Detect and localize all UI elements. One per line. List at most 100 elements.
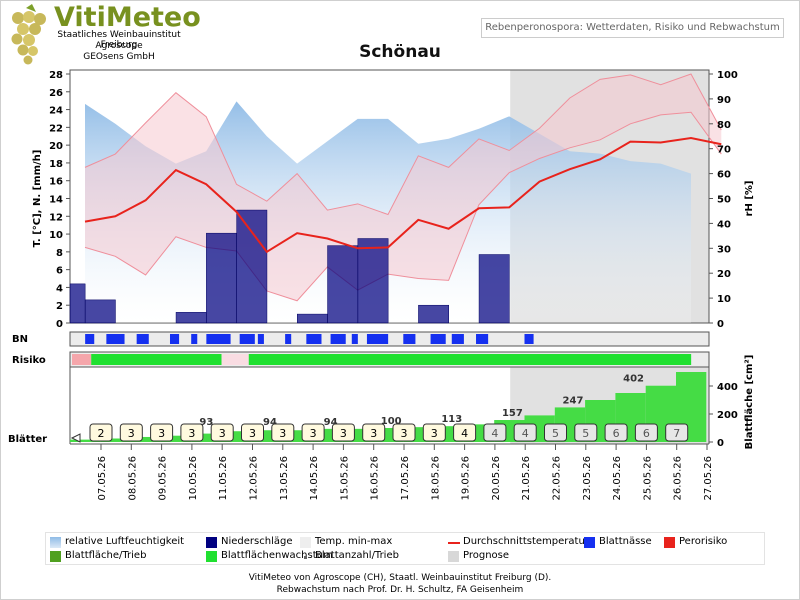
risk-segment-3: [248, 354, 692, 365]
leaf-tick-label: 0: [717, 438, 724, 449]
leaf-area-label: 94: [324, 417, 338, 428]
legend-swatch: [50, 551, 61, 562]
leaf-count-value: 2: [98, 427, 105, 440]
legend-label: Perorisiko: [679, 536, 728, 547]
leaf-count-value: 3: [158, 427, 165, 440]
legend-label: Durchschnittstemperatur: [463, 536, 589, 547]
legend-label: Blattnässe: [599, 536, 652, 547]
bn-leaf-wetness-5: [206, 334, 231, 344]
left-arrow-icon: [70, 433, 81, 443]
left-tick-label: 14: [49, 195, 63, 206]
date-label: 27.05.26: [703, 456, 714, 501]
precip-bar-6: [327, 245, 359, 324]
left-tick-label: 18: [49, 159, 63, 170]
date-label: 26.05.26: [673, 456, 684, 501]
leaf-count-box-1: [119, 423, 143, 442]
logo-line-3: GEOsens GmbH: [83, 52, 155, 62]
leaf-area-label: 157: [502, 408, 523, 419]
left-tick-label: 10: [49, 230, 63, 241]
leaf-tick-label: 400: [717, 382, 738, 393]
legend-swatch: [448, 542, 460, 544]
header-subtitle: Rebenperonospora: Wetterdaten, Risiko un…: [481, 18, 784, 38]
legend-label: Blattfläche/Trieb: [65, 550, 147, 561]
legend-label: relative Luftfeuchtigkeit: [65, 536, 185, 547]
leaf-count-value: 5: [582, 427, 589, 440]
risk-segment-0: [72, 354, 92, 365]
leaf-count-value: 3: [401, 427, 408, 440]
leaf-axis-label: Blattfläche [cm²]: [744, 355, 755, 450]
precip-bar-1: [84, 299, 116, 324]
left-tick-label: 24: [49, 106, 63, 117]
logo-line-1: Staatliches Weinbauinstitut Freiburg: [57, 30, 181, 50]
leaf-count-value: 3: [431, 427, 438, 440]
leaf-area-bar-3: [160, 435, 192, 442]
leaf-area-label: 93: [199, 417, 213, 428]
date-label: 25.05.26: [642, 456, 653, 501]
leaf-count-box-15: [544, 423, 567, 442]
leaf-count-box-12: [453, 423, 477, 442]
bn-leaf-wetness-0: [85, 334, 95, 344]
leaf-count-value: 4: [522, 427, 529, 440]
mean-temp-line: [84, 137, 722, 254]
bn-leaf-wetness-9: [306, 334, 322, 344]
date-label: 18.05.26: [430, 456, 441, 501]
left-tick-label: 26: [49, 88, 63, 99]
leaf-count-value: 7: [673, 427, 680, 440]
legend-label: Blattflächenwachstum: [221, 550, 333, 561]
leaf-count-box-14: [513, 423, 537, 442]
precip-bar-8: [418, 304, 450, 324]
right-tick-label: 80: [717, 120, 731, 131]
leaf-count-value: 3: [128, 427, 135, 440]
precip-bar-2: [175, 312, 207, 324]
legend-swatch: [206, 551, 217, 562]
date-label: 10.05.26: [188, 456, 199, 501]
left-tick-label: 22: [49, 123, 63, 134]
bn-leaf-wetness-13: [403, 334, 416, 344]
left-tick-label: 6: [56, 266, 63, 277]
risk-segment-1: [91, 354, 222, 365]
footer-line-1: VitiMeteo von Agroscope (CH), Staatl. We…: [248, 573, 552, 583]
legend-swatch: [50, 537, 61, 548]
leaf-count-value: 4: [461, 427, 468, 440]
right-tick-label: 30: [717, 244, 731, 255]
precip-bar-9: [478, 254, 510, 324]
left-tick-label: 0: [56, 319, 63, 330]
precip-bar-3: [206, 232, 237, 324]
leaf-count-value: 3: [340, 427, 347, 440]
risk-row-label: Risiko: [12, 355, 46, 366]
leaf-area-bar-2: [130, 436, 161, 442]
date-label: 17.05.26: [400, 456, 411, 501]
left-tick-label: 2: [56, 301, 63, 312]
left-tick-label: 12: [49, 212, 63, 223]
date-label: 12.05.26: [249, 456, 260, 501]
date-label: 20.05.26: [491, 456, 502, 501]
date-label: 16.05.26: [370, 456, 381, 501]
leaf-count-box-17: [604, 423, 628, 442]
bn-leaf-wetness-7: [257, 334, 264, 344]
legend-swatch: [206, 537, 217, 548]
leaf-tick-label: 200: [717, 410, 738, 421]
leaf-count-box-19: [665, 423, 689, 442]
date-label: 09.05.26: [158, 456, 169, 501]
left-axis-label: T. [°C], N. [mm/h]: [32, 150, 43, 248]
date-label: 07.05.26: [97, 456, 108, 501]
right-axis-label: rH [%]: [744, 181, 755, 217]
temp-max-line: [84, 73, 722, 216]
leaves-row-label: Blätter: [8, 434, 47, 445]
grape-icon: [11, 4, 46, 65]
left-tick-label: 8: [56, 248, 63, 259]
leaf-count-value: 3: [279, 427, 286, 440]
chart-title: Schönau: [359, 42, 441, 62]
legend-label: Temp. min-max: [315, 536, 393, 547]
leaf-area-bar-4: [191, 433, 222, 442]
leaf-area-label: 402: [623, 374, 644, 385]
bn-leaf-wetness-2: [136, 334, 149, 344]
right-tick-label: 100: [717, 70, 738, 81]
leaf-count-value: 6: [643, 427, 650, 440]
bn-row-border: [69, 331, 710, 347]
legend: relative Luftfeuchtigkeit Niederschläge Te…: [45, 532, 765, 565]
date-label: 22.05.26: [552, 456, 563, 501]
left-tick-label: 4: [56, 283, 63, 294]
leaf-count-box-8: [331, 423, 355, 442]
